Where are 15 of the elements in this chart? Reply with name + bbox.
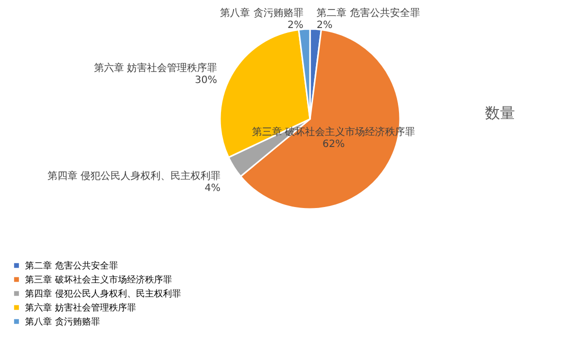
data-label: 30% — [194, 74, 218, 86]
text: 数量 — [485, 104, 515, 122]
legend-label: 第八章 贪污贿赂罪 — [25, 316, 100, 328]
legend-label: 第三章 破坏社会主义市场经济秩序罪 — [25, 274, 172, 286]
slice-label: 第二章 危害公共安全罪 — [316, 7, 420, 20]
slice-label: 第四章 侵犯公民人身权利、民主权利罪 — [47, 170, 220, 182]
data-label: 62% — [322, 139, 345, 150]
data-label: 4% — [204, 182, 220, 194]
legend-label: 第六章 妨害社会管理秩序罪 — [25, 302, 136, 314]
slice-label: 第六章 妨害社会管理秩序罪 — [94, 62, 218, 74]
data-label: 2% — [287, 20, 304, 32]
slice-label: 第八章 贪污贿赂罪 — [220, 7, 304, 20]
data-label: 2% — [316, 20, 333, 32]
legend-label: 第二章 危害公共安全罪 — [25, 260, 118, 272]
legend-label: 第四章 侵犯公民人身权利、民主权利罪 — [25, 288, 181, 300]
